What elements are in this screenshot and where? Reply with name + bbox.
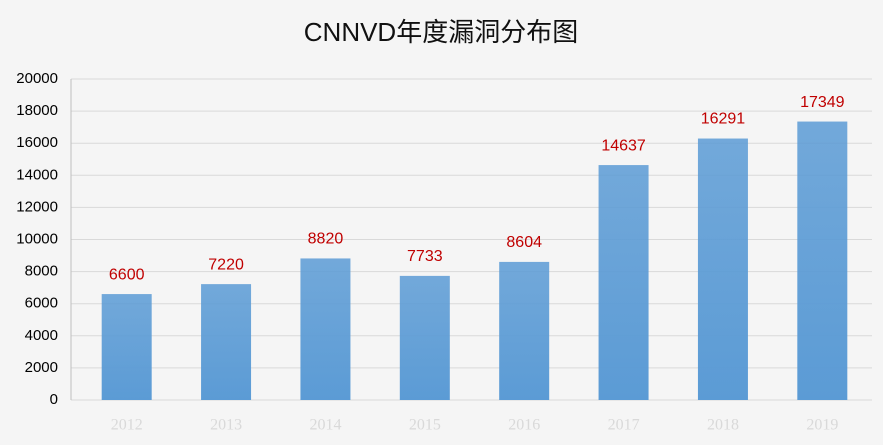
x-tick-label: 2018 <box>707 417 739 434</box>
bar <box>399 275 450 400</box>
data-label: 7733 <box>407 248 443 265</box>
y-tick-label: 6000 <box>25 295 58 312</box>
x-tick-label: 2015 <box>409 417 441 434</box>
x-tick-label: 2016 <box>508 417 540 434</box>
data-label: 17349 <box>800 94 845 111</box>
x-tick-label: 2017 <box>608 417 640 434</box>
y-tick-label: 10000 <box>16 230 58 247</box>
bar <box>598 165 649 400</box>
chart-title: CNNVD年度漏洞分布图 <box>304 17 578 47</box>
data-label: 8604 <box>506 234 542 251</box>
bar <box>697 138 748 400</box>
bar <box>300 258 351 400</box>
y-tick-label: 0 <box>50 391 58 408</box>
bar <box>101 294 152 400</box>
data-label: 7220 <box>208 256 244 273</box>
y-tick-label: 14000 <box>16 166 58 183</box>
data-label: 8820 <box>308 231 344 248</box>
data-label: 14637 <box>601 137 646 154</box>
x-tick-label: 2014 <box>309 417 341 434</box>
x-tick-label: 2012 <box>111 417 143 434</box>
y-tick-label: 20000 <box>16 70 58 87</box>
bar <box>201 284 252 400</box>
data-label: 6600 <box>109 266 145 283</box>
data-label: 16291 <box>701 111 746 128</box>
bar <box>797 121 848 400</box>
y-tick-label: 4000 <box>25 327 58 344</box>
y-tick-label: 12000 <box>16 198 58 215</box>
x-tick-label: 2013 <box>210 417 242 434</box>
y-tick-label: 18000 <box>16 102 58 119</box>
bar <box>499 261 550 400</box>
y-tick-label: 8000 <box>25 263 58 280</box>
y-tick-label: 16000 <box>16 134 58 151</box>
x-tick-label: 2019 <box>806 417 838 434</box>
y-tick-label: 2000 <box>25 359 58 376</box>
